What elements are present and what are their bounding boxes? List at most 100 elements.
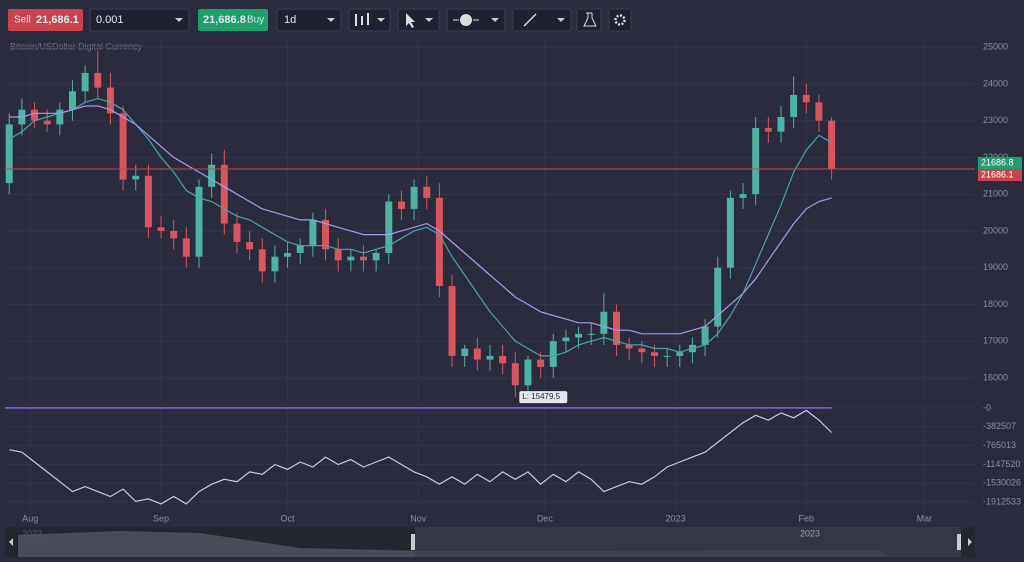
buy-button[interactable]: [198, 9, 268, 31]
x-tick-label: Mar: [917, 513, 933, 523]
candles-icon: [355, 13, 369, 26]
candle-body: [397, 201, 405, 209]
candle-body: [815, 102, 823, 121]
candle-body: [802, 94, 810, 103]
y-tick-label: 17000: [983, 336, 1008, 346]
candle-body: [170, 230, 178, 239]
settings-button[interactable]: [608, 8, 632, 32]
low-label-box: [519, 391, 568, 404]
x-tick-label: Feb: [799, 513, 815, 523]
candle-body: [587, 333, 595, 335]
candle-body: [81, 72, 89, 92]
buy-label: Buy: [247, 15, 264, 26]
price-label: 21686.1: [981, 169, 1014, 179]
candle-body: [347, 256, 355, 261]
navigator-handle[interactable]: [411, 534, 415, 550]
candle-body: [739, 194, 747, 198]
indicator-line: [9, 409, 833, 505]
candle-body: [68, 91, 76, 110]
candle-body: [334, 249, 342, 261]
candle-body: [309, 219, 317, 246]
clock-icon: [460, 14, 472, 26]
navigator-handle[interactable]: [957, 534, 961, 550]
candle-body: [220, 164, 228, 224]
candle-body: [752, 128, 760, 195]
candle-body: [56, 109, 64, 125]
candle-body: [764, 128, 772, 132]
candle-body: [549, 341, 557, 367]
candle-body: [625, 344, 633, 349]
drawing-button[interactable]: [512, 8, 572, 32]
y-tick-label: -1147520: [983, 459, 1020, 469]
candle-body: [322, 219, 330, 250]
x-tick-label: Oct: [281, 513, 296, 523]
candle-body: [385, 201, 393, 253]
price-label: 21686.8: [981, 157, 1014, 167]
amount-input[interactable]: [89, 8, 190, 32]
y-tick-label: 25000: [983, 42, 1008, 52]
candle-body: [650, 352, 658, 356]
candle-body: [31, 109, 39, 121]
candle-body: [106, 87, 114, 114]
candle-body: [208, 164, 216, 187]
buy-price: 21,686.8: [203, 14, 246, 26]
y-tick-label: 22000: [983, 152, 1008, 162]
y-tick-label: 18000: [983, 299, 1008, 309]
sell-button[interactable]: [8, 9, 83, 31]
candle-body: [359, 256, 367, 261]
y-tick-label: 16000: [983, 372, 1008, 382]
candle-body: [726, 197, 734, 268]
sell-price: 21,686.1: [36, 14, 79, 26]
flask-icon: [583, 12, 597, 27]
y-tick-label: 21000: [983, 189, 1008, 199]
y-tick-label: 19000: [983, 262, 1008, 272]
candle-body: [499, 355, 507, 364]
indicators-button[interactable]: [576, 8, 602, 32]
candle-body: [448, 286, 456, 356]
candle-body: [119, 113, 127, 180]
interval-select[interactable]: [276, 8, 342, 32]
y-tick-label: -1912533: [983, 496, 1021, 506]
interval-value: 1d: [284, 14, 296, 26]
candle-body: [233, 223, 241, 242]
dropdown-icon: [175, 18, 183, 22]
chart-type-button[interactable]: [348, 8, 391, 32]
candle-body: [676, 352, 684, 356]
candle-body: [537, 359, 545, 367]
sell-label: Sell: [14, 15, 31, 26]
candle-body: [271, 256, 279, 272]
navigator-label: 2022: [22, 528, 42, 538]
candle-body: [663, 355, 671, 357]
candle-body: [182, 238, 190, 257]
candle-body: [562, 337, 570, 342]
low-label: L: 15479.5: [522, 392, 560, 401]
y-tick-label: -382507: [983, 421, 1016, 431]
candle-body: [246, 241, 254, 250]
line-tool-icon: [523, 13, 537, 27]
dropdown-icon: [491, 18, 499, 22]
candle-body: [486, 355, 494, 360]
candle-body: [410, 186, 418, 209]
candle-body: [157, 227, 165, 231]
symbol-title: Bitcoin/USDollar Digital Currency: [10, 41, 143, 51]
cursor-button[interactable]: [397, 8, 440, 32]
x-tick-label: Dec: [537, 513, 554, 523]
moving-average: [8, 97, 832, 357]
candle-body: [613, 311, 621, 345]
dropdown-icon: [425, 18, 433, 22]
candle-body: [372, 252, 380, 261]
x-tick-label: Aug: [22, 513, 38, 523]
candle-body: [284, 252, 292, 257]
candle-body: [258, 249, 266, 272]
y-tick-label: -0: [983, 402, 991, 412]
candle-body: [524, 359, 532, 386]
candle-body: [575, 333, 583, 338]
navigator-label: 2023: [800, 528, 820, 538]
navigator-window[interactable]: [415, 527, 961, 557]
candle-body: [473, 348, 481, 360]
moving-average: [9, 105, 832, 335]
candle-body: [435, 197, 443, 287]
candle-body: [5, 124, 13, 184]
